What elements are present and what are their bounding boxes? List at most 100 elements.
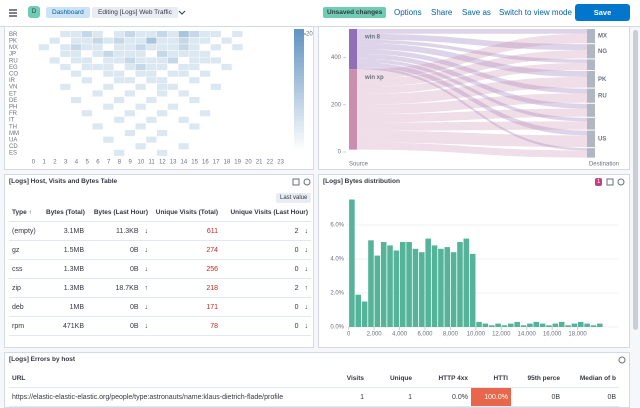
column-header[interactable]: Visits [319,369,367,388]
row-label: MX [9,45,18,51]
heat-cell [146,70,157,77]
heat-cell [71,110,81,116]
save-button[interactable]: Save [575,4,630,21]
trend-icon: ↓ [144,303,149,311]
heat-cell [189,130,199,136]
heat-cell [232,130,242,136]
heat-cell [93,110,103,116]
heat-cell [179,57,189,63]
menu-item[interactable]: Share [431,8,453,17]
menu-item[interactable]: Options [394,8,422,17]
column-header[interactable]: Median of b [563,369,619,388]
heatmap-panel: BR PK MX JP RU EG CO IR VN ET DE PH FR IT TH MM UA CD ES 0 1… [4,26,314,170]
link [357,66,587,151]
column-header[interactable]: HTTI [471,369,511,388]
table-cell: 78 [151,316,221,336]
axis-label: Source [349,162,369,168]
heat-cell [254,104,264,110]
column-label: 15 [191,160,198,166]
heat-cell [49,57,60,64]
cell-value: 0B [129,303,139,311]
heat-cell [265,130,275,136]
heat-cell [114,77,125,84]
cell-value: 471KB [62,322,84,330]
heat-cell [82,137,92,143]
heat-cell [114,110,124,116]
column-header[interactable]: 95th perce [511,369,563,388]
x-tick-label: 14,000 [518,332,537,338]
heat-cell [50,137,60,143]
menu-item[interactable]: Switch to view mode [499,8,572,17]
bar [508,323,514,327]
breadcrumb[interactable]: Dashboard [46,7,90,18]
cell-value: 1.3MB [63,284,84,292]
heat-cell [39,137,49,143]
panel-icons[interactable] [606,178,626,186]
heat-cell [178,116,189,123]
heat-cell [135,143,146,150]
column-header[interactable]: Unique [367,369,415,388]
cell-value: 11.3KB [116,227,139,235]
data-table: Type ↑ Bytes (Total) Bytes (Last Hour) Uniq… [9,203,311,336]
heat-cell [50,104,60,110]
cell-value: 0B [129,246,139,254]
bar [444,247,451,327]
table-cell: 100.0% [471,387,511,407]
table-cell: rpm [9,316,43,336]
heat-cell [167,44,178,51]
scrollbar[interactable] [633,30,638,330]
table-cell: 0B ↓ [87,240,151,260]
heat-cell [60,97,70,103]
panel-title: [Logs] Errors by host [9,356,76,363]
heat-cell [167,37,178,44]
row-label: ET [9,91,17,97]
last-value-button[interactable]: Last value [276,193,312,203]
heat-cell [39,97,49,103]
menu-icon[interactable] [8,8,18,18]
heat-cell [157,130,168,137]
heat-cell [157,57,168,64]
heat-cell [232,77,242,83]
column-header[interactable]: URL [9,369,319,388]
cell-value: gz [12,246,20,254]
heat-cell [146,84,156,90]
column-header[interactable]: HTTP 4xx [415,369,471,388]
heat-cell [222,137,232,143]
heat-cell [82,51,92,57]
chevron[interactable] [178,9,186,17]
heat-cell [60,57,70,63]
heat-cell [243,84,253,90]
table-cell: https://elastic-elastic-elastic.org/peop… [9,387,319,407]
source-label: win 8 [364,35,381,41]
heat-cell [211,150,221,156]
heat-cell [232,90,242,96]
heat-cell [39,31,49,37]
table-cell: 0 ↓ [221,297,311,317]
bar [361,301,368,327]
panel-icons[interactable] [292,178,312,186]
table-cell: 0.0% [415,387,471,407]
heat-cell [82,97,92,103]
heat-cell [136,110,146,116]
panel-icons[interactable] [617,355,627,365]
heat-cell [136,90,146,96]
heat-cell [222,143,232,149]
heat-cell [265,90,275,96]
heat-cell [146,97,157,104]
heat-cell [92,50,103,57]
y-tick-label: 4.0% [330,257,344,263]
link [357,142,587,158]
table-cell: 0 ↓ [221,240,311,260]
trend-icon: ↑ [304,284,309,292]
avatar[interactable]: D [28,6,40,18]
cell-value: 0 [294,322,299,330]
heat-cell [157,50,168,57]
column-label: 3 [64,160,68,166]
heat-cell [275,71,285,77]
table-cell: 1 [367,387,415,407]
heat-cell [189,31,200,38]
heat-cell [136,117,146,123]
heat-cell [232,150,242,156]
cell-value: 0 [294,303,299,311]
menu-item[interactable]: Save as [462,8,491,17]
